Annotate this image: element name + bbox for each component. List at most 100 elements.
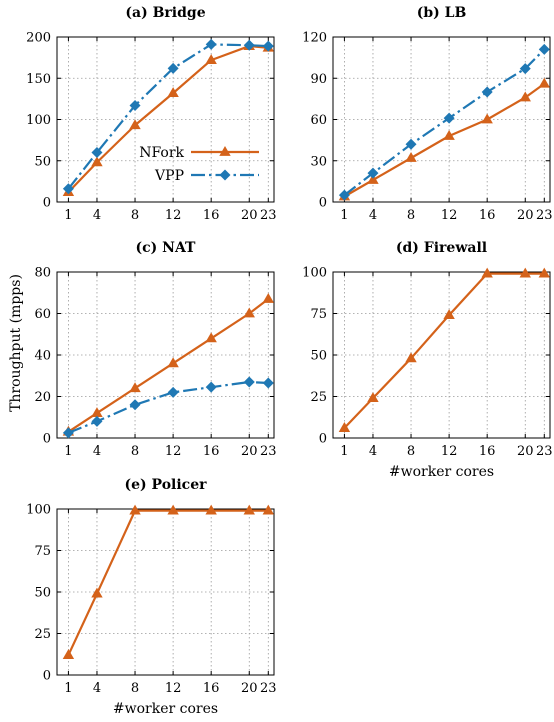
y-tick-label: 100	[26, 503, 51, 518]
y-tick-label: 90	[310, 72, 327, 87]
x-tick-label: 16	[203, 681, 220, 696]
data-point-vpp	[262, 40, 274, 52]
data-point-nfork	[129, 119, 141, 130]
data-point-nfork	[405, 352, 417, 363]
y-tick-label: 0	[43, 669, 51, 684]
y-tick-label: 75	[34, 544, 51, 559]
data-point-nfork	[91, 407, 103, 417]
data-point-vpp	[167, 386, 179, 398]
plot-frame	[56, 508, 275, 676]
data-point-nfork	[129, 382, 141, 393]
chart-title: (b) LB	[417, 5, 467, 21]
data-point-vpp	[538, 43, 550, 55]
data-point-nfork	[205, 332, 217, 343]
data-point-nfork	[481, 267, 493, 278]
plot-frame	[332, 271, 551, 439]
legend-marker-nfork	[219, 146, 231, 156]
y-tick-label: 30	[310, 154, 327, 169]
data-point-nfork	[167, 87, 179, 97]
x-tick-label: 4	[369, 208, 377, 223]
y-tick-label: 150	[26, 72, 51, 87]
x-tick-label: 1	[64, 681, 72, 696]
x-tick-label: 8	[131, 681, 139, 696]
chart-panel-d-firewall: (d) Firewall 1 4 8 12 16 20 23 0 25 50 75 100 #worker…	[302, 240, 552, 480]
data-point-vpp	[243, 376, 255, 388]
plot-frame	[56, 36, 275, 203]
data-point-nfork	[167, 504, 179, 515]
data-point-nfork	[62, 649, 75, 659]
chart-title: (e) Policer	[125, 477, 208, 493]
x-tick-label: 12	[165, 444, 182, 459]
x-tick-label: 4	[93, 444, 101, 459]
x-tick-label: 16	[479, 208, 496, 223]
y-tick-label: 100	[302, 266, 327, 281]
data-point-nfork	[481, 113, 493, 124]
data-point-nfork	[519, 91, 531, 102]
legend-label-vpp: VPP	[154, 168, 184, 184]
chart-title: (a) Bridge	[125, 5, 205, 21]
data-point-nfork	[367, 174, 379, 184]
data-point-vpp	[367, 167, 379, 179]
data-point-nfork	[205, 504, 217, 515]
data-point-vpp	[205, 381, 217, 393]
x-tick-label: 1	[340, 208, 348, 223]
data-point-nfork	[367, 392, 379, 403]
data-point-vpp	[129, 99, 141, 111]
chart-panel-b-lb: (b) LB 1 4 8 12 16 20 23 0 30 60 90 120	[302, 5, 552, 223]
x-tick-label: 12	[441, 444, 458, 459]
y-tick-label: 50	[34, 154, 51, 169]
data-point-nfork	[338, 422, 351, 432]
legend-label-nfork: NFork	[139, 145, 184, 161]
x-tick-label: 20	[241, 444, 258, 459]
y-tick-label: 50	[34, 586, 51, 601]
data-point-vpp	[62, 183, 74, 195]
x-tick-label: 1	[64, 208, 72, 223]
plot-frame	[332, 36, 551, 203]
y-tick-label: 120	[302, 31, 327, 46]
data-point-nfork	[243, 307, 255, 318]
data-point-vpp	[443, 112, 455, 124]
x-tick-label: 8	[131, 444, 139, 459]
x-tick-label: 1	[64, 444, 72, 459]
x-tick-label: 12	[165, 681, 182, 696]
chart-title: (c) NAT	[136, 240, 197, 256]
data-point-nfork	[167, 357, 179, 368]
data-point-nfork	[91, 587, 103, 598]
data-point-vpp	[519, 63, 531, 75]
x-tick-label: 23	[536, 444, 553, 459]
data-point-vpp	[129, 399, 141, 411]
x-tick-label: 4	[93, 681, 101, 696]
data-point-vpp	[405, 138, 417, 150]
series-line-nfork	[343, 272, 545, 429]
y-tick-label: 0	[319, 432, 327, 447]
data-point-vpp	[481, 86, 493, 98]
x-tick-label: 4	[369, 444, 377, 459]
x-tick-label: 16	[203, 208, 220, 223]
x-tick-label: 12	[165, 208, 182, 223]
data-point-nfork	[519, 267, 531, 278]
y-tick-label: 25	[310, 390, 327, 405]
x-tick-label: 20	[241, 681, 258, 696]
y-axis-label: Throughput (mpps)	[8, 274, 24, 412]
y-tick-label: 200	[26, 31, 51, 46]
x-axis-label: #worker cores	[389, 464, 494, 480]
data-point-nfork	[443, 309, 455, 320]
x-tick-label: 4	[93, 208, 101, 223]
data-point-nfork	[538, 267, 550, 278]
y-tick-label: 0	[319, 196, 327, 211]
data-point-nfork	[443, 130, 455, 140]
y-tick-label: 40	[34, 349, 51, 364]
data-point-nfork	[262, 504, 274, 515]
data-point-nfork	[243, 504, 255, 515]
data-point-vpp	[205, 38, 217, 50]
data-point-nfork	[538, 77, 550, 88]
data-point-nfork	[205, 54, 217, 64]
data-point-vpp	[262, 377, 274, 389]
plot-frame	[56, 271, 275, 439]
y-tick-label: 80	[34, 266, 51, 281]
x-tick-label: 12	[441, 208, 458, 223]
x-tick-label: 20	[517, 208, 534, 223]
data-point-vpp	[243, 39, 255, 51]
